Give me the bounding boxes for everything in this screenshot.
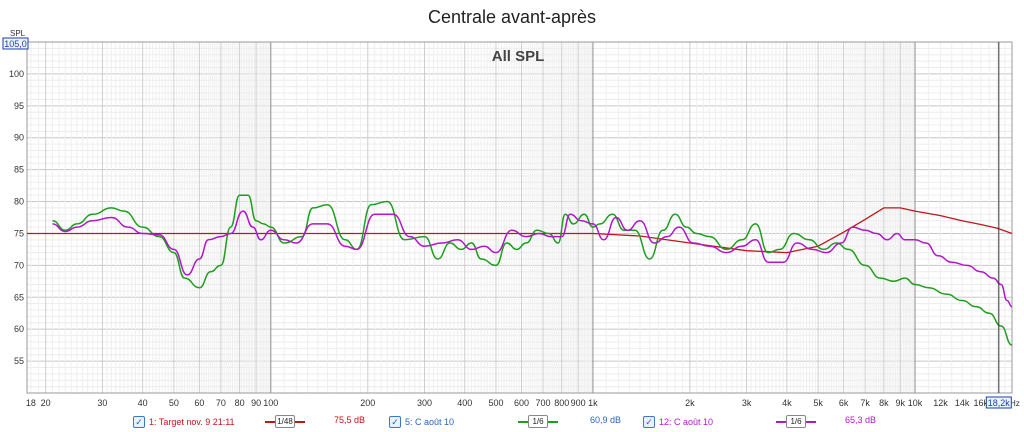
x-tick-label: 100	[263, 398, 278, 408]
chart-title: Centrale avant-après	[428, 7, 596, 27]
x-tick-label: 90	[251, 398, 261, 408]
legend-item-c-aout-5[interactable]: ✓ 5: C août 10	[389, 414, 454, 430]
x-tick-label: 300	[417, 398, 432, 408]
series-line-1	[27, 207, 1013, 254]
legend-item-c-aout-12[interactable]: ✓ 12: C août 10	[643, 414, 713, 430]
chart-grid	[27, 41, 1013, 394]
series-line-3	[52, 210, 1013, 308]
y-tick-label: 70	[14, 260, 24, 270]
smoothing-badge[interactable]: 1/6	[518, 415, 558, 428]
y-tick-label: 85	[14, 165, 24, 175]
x-tick-label: 9k	[896, 398, 906, 408]
x-tick-label: 10k	[908, 398, 923, 408]
y-tick-label: 95	[14, 101, 24, 111]
checkbox-icon[interactable]: ✓	[389, 416, 401, 428]
x-tick-label: 600	[514, 398, 529, 408]
y-tick-label: 100	[9, 69, 24, 79]
x-tick-label: 16k	[974, 398, 989, 408]
checkbox-icon[interactable]: ✓	[643, 416, 655, 428]
series-lines	[27, 194, 1013, 346]
x-tick-label: 400	[457, 398, 472, 408]
y-tick-label: 75	[14, 228, 24, 238]
legend-value: 65,3 dB	[845, 415, 877, 425]
legend-item-target[interactable]: ✓ 1: Target nov. 9 21:11	[133, 414, 235, 430]
legend-label: 5: C août 10	[405, 417, 455, 427]
x-tick-label: 50	[169, 398, 179, 408]
x-tick-label: 1k	[588, 398, 598, 408]
y-axis-label: SPL	[10, 29, 26, 38]
x-tick-label: 2k	[685, 398, 695, 408]
x-tick-label: 200	[360, 398, 375, 408]
x-tick-label: 40	[138, 398, 148, 408]
x-tick-label: 800	[554, 398, 569, 408]
y-tick-label: 65	[14, 292, 24, 302]
y-tick-label: 60	[14, 324, 24, 334]
x-tick-label: 500	[488, 398, 503, 408]
y-top-readout[interactable]: 105,0	[2, 37, 29, 50]
legend-value: 75,5 dB	[334, 415, 366, 425]
smoothing-label: 1/6	[528, 415, 548, 428]
x-tick-label: 700	[536, 398, 551, 408]
frequency-cursor-readout[interactable]: 18,2k	[985, 396, 1012, 409]
x-tick-label: 8k	[879, 398, 889, 408]
chart-overlay-label: All SPL	[492, 48, 545, 65]
x-tick-label: 14k	[955, 398, 970, 408]
legend-label: 1: Target nov. 9 21:11	[149, 417, 235, 427]
x-tick-label: 900	[571, 398, 586, 408]
x-tick-label: 4k	[782, 398, 792, 408]
x-tick-label: 6k	[839, 398, 849, 408]
x-tick-label: 30	[97, 398, 107, 408]
plot-area	[26, 41, 1013, 394]
x-tick-label: 70	[216, 398, 226, 408]
x-tick-label: 18	[26, 398, 36, 408]
spl-chart: Centrale avant-après All SPL SPL 55 60 65 7…	[2, 7, 1020, 409]
x-tick-label: 80	[235, 398, 245, 408]
x-tick-label: 5k	[813, 398, 823, 408]
x-tick-label: 20	[41, 398, 51, 408]
cursor-readout-text: 18,2k	[988, 398, 1011, 408]
series-line-2	[52, 194, 1013, 346]
x-tick-label: 3k	[742, 398, 752, 408]
legend: ✓ 1: Target nov. 9 21:11 1/48 75,5 dB ✓ …	[0, 412, 1024, 432]
x-tick-labels: 18 20 30 40 50 60 70 80 90 100 200 300 400 500 600 700 8…	[26, 398, 989, 408]
x-tick-label: 12k	[933, 398, 948, 408]
x-axis-label: Hz	[1010, 399, 1020, 408]
y-top-readout-text: 105,0	[4, 39, 27, 49]
y-tick-label: 90	[14, 133, 24, 143]
legend-value: 60,9 dB	[590, 415, 622, 425]
y-tick-labels: 55 60 65 70 75 80 85 90 95 100	[9, 69, 24, 366]
checkbox-icon[interactable]: ✓	[133, 416, 145, 428]
legend-label: 12: C août 10	[659, 417, 714, 427]
smoothing-label: 1/6	[786, 415, 806, 428]
smoothing-badge[interactable]: 1/6	[776, 415, 816, 428]
smoothing-label: 1/48	[275, 415, 295, 428]
y-tick-label: 80	[14, 197, 24, 207]
x-tick-label: 60	[194, 398, 204, 408]
y-tick-label: 55	[14, 356, 24, 366]
smoothing-badge[interactable]: 1/48	[265, 415, 305, 428]
x-tick-label: 7k	[860, 398, 870, 408]
